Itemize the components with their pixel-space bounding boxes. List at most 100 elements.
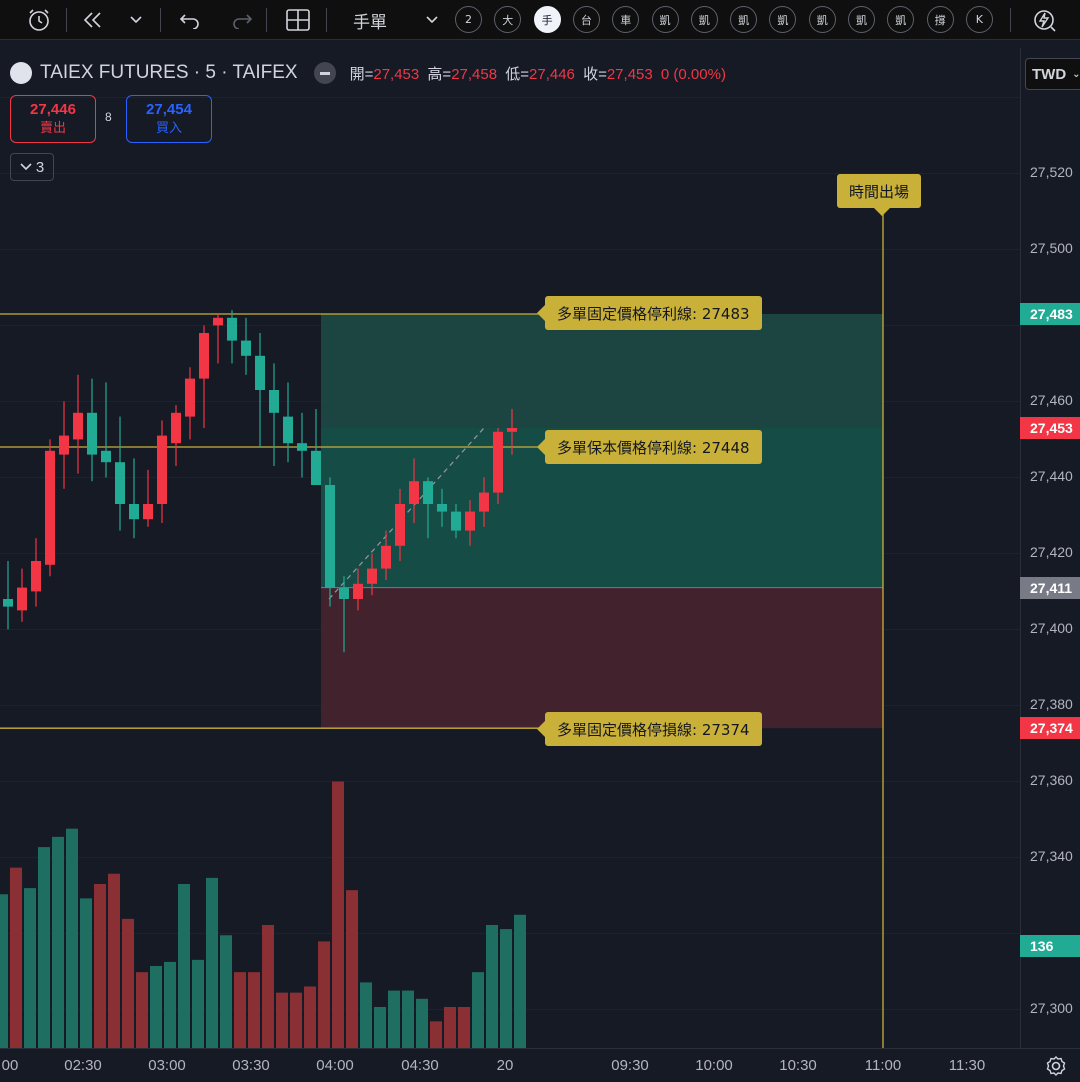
chevron-down-icon[interactable] <box>424 6 440 34</box>
indicator-circle-button[interactable]: K <box>965 6 993 33</box>
indicator-circle-button[interactable]: 大 <box>494 6 522 33</box>
indicator-circle-button[interactable]: 2 <box>455 6 482 33</box>
volume-bar <box>122 918 134 1048</box>
volume-bar <box>416 998 428 1048</box>
toolbar-divider <box>1010 8 1011 32</box>
time-axis[interactable] <box>0 1048 1080 1080</box>
sell-price: 27,446 <box>30 101 76 118</box>
trend-dashed-line <box>328 427 485 600</box>
volume-bar <box>0 894 8 1048</box>
stop-loss-zone <box>321 587 883 729</box>
take-profit-zone-upper <box>321 314 883 428</box>
undo-icon[interactable] <box>178 6 202 34</box>
price-axis[interactable] <box>1020 48 1080 1048</box>
time-tick-label: 10:30 <box>779 1057 817 1074</box>
volume-bar <box>80 898 92 1048</box>
candle-body <box>465 511 475 531</box>
price-tick-label: 27,520 <box>1030 164 1073 181</box>
candle-body <box>437 504 447 512</box>
price-tag: 27,411 <box>1020 576 1080 599</box>
indicator-circle-button[interactable]: 凱 <box>808 6 836 33</box>
candle-body <box>59 435 69 455</box>
volume-bar <box>374 1007 386 1048</box>
minus-icon[interactable] <box>313 62 336 84</box>
volume-bar <box>178 884 190 1048</box>
indicator-count: 3 <box>35 158 45 176</box>
time-tick-label: 11:30 <box>948 1057 986 1074</box>
volume-bar <box>262 925 274 1048</box>
volume-bar <box>444 1007 456 1048</box>
candle-body <box>339 587 349 599</box>
symbol-legend: TAIEX FUTURES · 5 · TAIFEX 開=27,453 高=27… <box>10 62 726 84</box>
candle-body <box>241 340 251 356</box>
candle-body <box>227 317 237 341</box>
volume-bar <box>346 890 358 1048</box>
sell-button[interactable]: 27,446 賣出 <box>10 95 96 143</box>
take-profit-breakeven-label[interactable]: 多單保本價格停利線: 27448 <box>537 430 762 464</box>
indicator-circle-button[interactable]: 車 <box>612 6 640 33</box>
time-tick-label: 09:30 <box>611 1057 649 1074</box>
take-profit-fixed-label[interactable]: 多單固定價格停利線: 27483 <box>537 296 762 330</box>
time-exit-label[interactable]: 時間出場 <box>837 174 922 216</box>
candle-body <box>129 504 139 520</box>
price-tag: 27,483 <box>1020 303 1080 325</box>
volume-bar <box>150 966 162 1048</box>
price-tick-label: 27,460 <box>1030 392 1073 409</box>
candle-body <box>73 412 83 440</box>
symbol-title[interactable]: TAIEX FUTURES · 5 · TAIFEX <box>40 62 298 83</box>
indicator-circle-button[interactable]: 台 <box>572 6 600 33</box>
alarm-clock-icon[interactable] <box>24 6 54 34</box>
layout-grid-icon[interactable] <box>284 6 312 34</box>
time-tick-label: 03:30 <box>232 1057 270 1074</box>
candle-body <box>325 485 335 588</box>
buy-price: 27,454 <box>146 101 192 118</box>
candle-body <box>451 511 461 531</box>
price-tick-label: 27,400 <box>1030 620 1073 637</box>
volume-bar <box>486 925 498 1048</box>
indicator-circle-button[interactable]: 凱 <box>887 6 915 33</box>
replay-back-icon[interactable] <box>80 6 106 34</box>
indicator-circle-button[interactable]: 凱 <box>730 6 758 33</box>
indicator-circle-button[interactable]: 凱 <box>769 6 797 33</box>
currency-selector[interactable]: TWD ⌄ <box>1025 58 1080 90</box>
indicator-circle-button[interactable]: 凱 <box>690 6 718 33</box>
price-tick-label: 27,300 <box>1030 1000 1073 1017</box>
candle-body <box>493 431 503 493</box>
volume-bar <box>276 992 288 1048</box>
chevron-down-icon[interactable] <box>126 6 146 34</box>
volume-bar <box>136 972 148 1048</box>
candle-body <box>87 412 97 455</box>
candle-body <box>297 443 307 451</box>
indicator-circle-button[interactable]: 凱 <box>848 6 875 33</box>
volume-bar <box>10 867 22 1048</box>
interval-selector[interactable]: 手單 <box>353 12 387 32</box>
volume-bar <box>108 873 120 1048</box>
price-tick-label: 27,500 <box>1030 240 1073 257</box>
time-tick-label: 03:00 <box>148 1057 186 1074</box>
chevron-down-icon <box>20 163 32 171</box>
indicator-circle-button[interactable]: 手 <box>533 6 561 33</box>
time-tick-label: 04:00 <box>316 1057 354 1074</box>
volume-bar <box>164 961 176 1048</box>
price-tick-label: 27,440 <box>1030 468 1073 485</box>
volume-bar <box>220 935 232 1048</box>
candle-body <box>507 428 517 432</box>
volume-bar <box>318 941 330 1048</box>
indicator-circle-button[interactable]: 凱 <box>651 6 679 33</box>
candle-body <box>479 492 489 512</box>
strategy-lightning-icon[interactable] <box>1030 6 1058 34</box>
redo-icon[interactable] <box>230 6 254 34</box>
stop-loss-fixed-label[interactable]: 多單固定價格停損線: 27374 <box>537 712 762 746</box>
buy-button[interactable]: 27,454 買入 <box>126 95 212 143</box>
volume-bar <box>234 972 246 1048</box>
indicators-collapse-button[interactable]: 3 <box>10 153 54 181</box>
settings-gear-icon[interactable] <box>1045 1055 1067 1082</box>
candle-body <box>45 450 55 565</box>
candle-body <box>171 412 181 444</box>
indicator-circle-button[interactable]: 撐 <box>926 6 954 33</box>
price-tag: 136 <box>1020 935 1080 957</box>
volume-bar <box>290 992 302 1048</box>
buy-label: 買入 <box>155 120 182 135</box>
candle-body <box>283 416 293 444</box>
time-tick-label: 00 <box>1 1057 19 1074</box>
